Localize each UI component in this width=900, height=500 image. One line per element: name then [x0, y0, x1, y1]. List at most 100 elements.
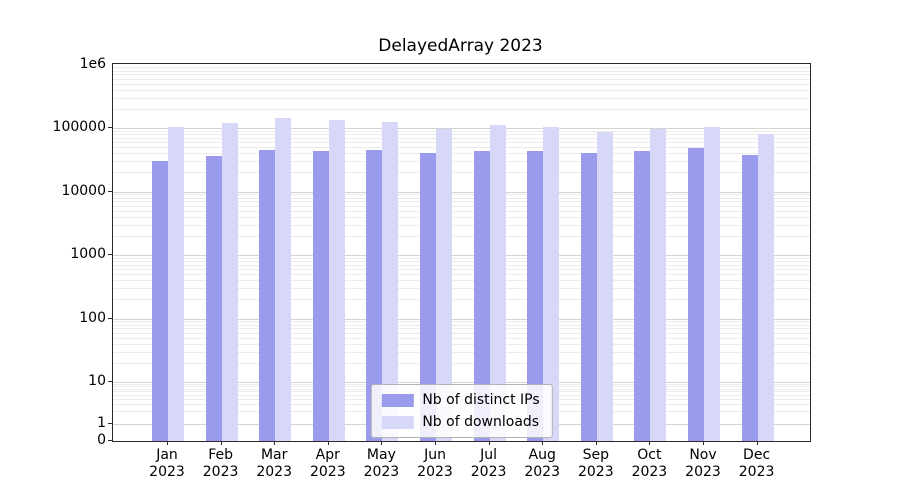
legend-swatch-distinct-ips [381, 393, 414, 407]
bar-downloads-jun [436, 128, 452, 441]
bar-downloads-jan [168, 126, 184, 441]
plot-area: Nb of distinct IPs Nb of downloads [112, 63, 811, 442]
gridline-minor [113, 224, 810, 226]
gridline-major [113, 255, 810, 256]
y-tick-label-100000: 100000 [52, 119, 106, 135]
gridline-minor [113, 153, 810, 155]
gridline-minor [113, 197, 810, 199]
bar-distinct_ips-aug [527, 151, 544, 441]
y-tick-label-1000: 1000 [70, 246, 106, 262]
x-tick-label-sep: Sep 2023 [577, 447, 614, 480]
gridline-minor [113, 257, 810, 259]
bar-distinct_ips-dec [741, 155, 758, 441]
bar-downloads-aug [543, 127, 560, 441]
legend-label-downloads: Nb of downloads [422, 414, 540, 430]
legend-swatch-downloads [381, 415, 414, 429]
bar-distinct_ips-jul [473, 150, 490, 441]
gridline-minor [113, 201, 810, 203]
x-tick-label-jan: Jan 2023 [149, 447, 185, 480]
gridline-minor [113, 332, 810, 334]
gridline-minor [113, 89, 810, 91]
gridline-minor [113, 216, 810, 218]
bar-downloads-jul [489, 125, 506, 441]
gridline-minor [113, 70, 810, 72]
bar-distinct_ips-mar [259, 150, 276, 441]
y-tick-mark [108, 423, 112, 424]
gridline-minor [113, 67, 810, 69]
gridline-minor [113, 274, 810, 276]
gridline-minor [113, 137, 810, 139]
bar-distinct_ips-jan [152, 161, 168, 441]
x-tick-label-dec: Dec 2023 [738, 447, 775, 480]
x-tick-mark [703, 441, 704, 445]
bar-downloads-sep [596, 131, 613, 441]
gridline-minor [113, 235, 810, 237]
gridline-minor [113, 362, 810, 364]
x-tick-label-mar: Mar 2023 [256, 447, 292, 480]
gridline-minor [113, 269, 810, 271]
x-tick-mark [220, 441, 222, 445]
gridline-minor [113, 324, 810, 326]
x-tick-label-jun: Jun 2023 [417, 447, 453, 480]
legend-item-downloads: Nb of downloads [381, 414, 539, 430]
bar-downloads-oct [650, 128, 667, 441]
gridline-major [113, 191, 810, 193]
x-tick-label-may: May 2023 [363, 447, 400, 480]
bar-distinct_ips-sep [580, 152, 597, 441]
legend-label-distinct-ips: Nb of distinct IPs [422, 392, 540, 408]
x-tick-label-nov: Nov 2023 [685, 447, 721, 480]
bar-distinct_ips-apr [312, 151, 329, 441]
x-tick-mark [542, 441, 544, 445]
gridline-minor [113, 337, 810, 339]
y-tick-label-10: 10 [88, 373, 106, 389]
gridline-major [113, 318, 810, 320]
x-tick-mark [274, 441, 276, 445]
y-tick-mark [108, 254, 112, 255]
bar-distinct_ips-feb [205, 156, 222, 441]
gridline-minor [113, 321, 810, 323]
y-tick-mark [108, 190, 112, 192]
y-tick-mark [108, 381, 112, 382]
y-tick-mark [108, 440, 112, 441]
x-tick-mark [649, 441, 651, 445]
bar-downloads-may [382, 121, 399, 441]
x-tick-label-jul: Jul 2023 [470, 447, 507, 480]
gridline-minor [113, 194, 810, 196]
gridline-minor [113, 299, 810, 301]
gridline-minor [113, 328, 810, 330]
bar-distinct_ips-oct [634, 150, 651, 441]
bar-downloads-dec [757, 133, 774, 441]
gridline-major [113, 128, 810, 129]
x-tick-mark [488, 441, 490, 445]
gridline-minor [113, 147, 810, 149]
x-tick-mark [435, 441, 436, 445]
bar-distinct_ips-jun [420, 152, 436, 441]
bar-downloads-feb [221, 122, 238, 441]
y-tick-label-10000: 10000 [61, 182, 106, 199]
gridline-major [113, 382, 810, 383]
x-tick-mark [167, 441, 168, 445]
gridline-minor [113, 83, 810, 85]
x-tick-label-oct: Oct 2023 [631, 447, 668, 480]
x-tick-label-feb: Feb 2023 [202, 447, 239, 480]
gridline-minor [113, 130, 810, 132]
gridline-minor [113, 261, 810, 263]
bar-downloads-apr [328, 119, 345, 441]
bar-downloads-mar [275, 117, 292, 441]
gridline-minor [113, 172, 810, 174]
gridline-minor [113, 210, 810, 212]
gridline-minor [113, 280, 810, 282]
gridline-minor [113, 108, 810, 110]
gridline-minor [113, 161, 810, 163]
gridline-minor [113, 134, 810, 136]
bar-distinct_ips-may [366, 150, 383, 441]
x-tick-mark [327, 441, 329, 445]
x-tick-label-apr: Apr 2023 [309, 447, 346, 480]
y-tick-mark [108, 317, 112, 319]
gridline-minor [113, 142, 810, 144]
legend-item-distinct-ips: Nb of distinct IPs [381, 392, 540, 408]
chart-title: DelayedArray 2023 [378, 36, 543, 56]
y-tick-label-1e6: 1e6 [79, 55, 106, 72]
x-tick-mark [756, 441, 758, 445]
